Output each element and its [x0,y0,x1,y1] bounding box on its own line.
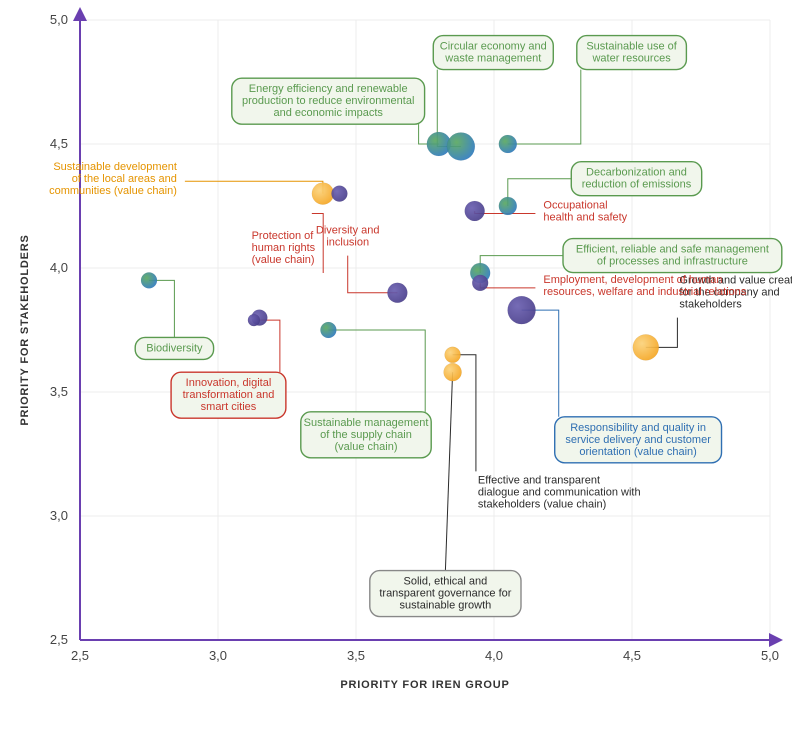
y-tick: 5,0 [50,12,68,27]
label-ohs: Occupationalhealth and safety [543,199,627,223]
point-circular [447,132,475,160]
x-tick: 3,5 [347,648,365,663]
leader-water [508,70,581,144]
x-tick: 5,0 [761,648,779,663]
leader-employment [480,283,535,288]
leader-responsibility [522,310,559,417]
x-tick: 2,5 [71,648,89,663]
leader-biodiversity [149,280,174,337]
label-employment: Employment, development of humanresource… [543,274,746,298]
x-tick: 4,0 [485,648,503,663]
point-dialogue [445,347,461,363]
y-tick: 4,5 [50,136,68,151]
point-responsibility [508,296,536,324]
y-axis-label: PRIORITY FOR STAKEHOLDERS [19,234,31,425]
x-axis-label: PRIORITY FOR IREN GROUP [340,679,509,691]
y-tick: 2,5 [50,632,68,647]
point-local-dev-p [331,186,347,202]
leader-local-dev [185,181,323,193]
point-supply [320,322,336,338]
point-innovation [248,314,260,326]
label-biodiversity: Biodiversity [146,342,203,354]
point-water [499,135,517,153]
point-diversity [387,283,407,303]
leader-governance [445,372,452,570]
leader-eff-inf [480,256,563,273]
point-biodiversity [141,272,157,288]
point-decarb [499,197,517,215]
label-dialogue: Effective and transparentdialogue and co… [478,474,641,510]
label-eff-inf: Efficient, reliable and safe managemento… [576,244,769,268]
y-tick: 3,0 [50,508,68,523]
label-circular: Circular economy andwaste management [440,41,547,65]
leader-innovation [254,320,280,372]
labels: BiodiversityEnergy efficiency and renewa… [49,36,792,617]
label-water: Sustainable use ofwater resources [586,41,677,65]
point-growth [633,334,659,360]
label-local-dev: Sustainable developmentof the local area… [49,161,177,197]
materiality-scatter: 2,5 3,0 3,5 4,0 4,5 5,0 2,5 3,0 3,5 4,0 4,5 5,0 PRIO… [0,0,792,732]
point-local-dev [312,183,334,205]
x-tick: 3,0 [209,648,227,663]
label-human-rights: Protection ofhuman rights(value chain) [252,230,316,266]
y-tick: 4,0 [50,260,68,275]
point-ohs [465,201,485,221]
chart-container: 2,5 3,0 3,5 4,0 4,5 5,0 2,5 3,0 3,5 4,0 4,5 5,0 PRIO… [0,0,792,732]
label-decarb: Decarbonization andreduction of emission… [582,167,692,191]
x-tick: 4,5 [623,648,641,663]
leader-supply [328,330,425,412]
point-employment [472,275,488,291]
point-governance [444,363,462,381]
label-diversity: Diversity andinclusion [316,225,380,249]
label-responsibility: Responsibility and quality inservice del… [565,422,711,458]
y-tick: 3,5 [50,384,68,399]
